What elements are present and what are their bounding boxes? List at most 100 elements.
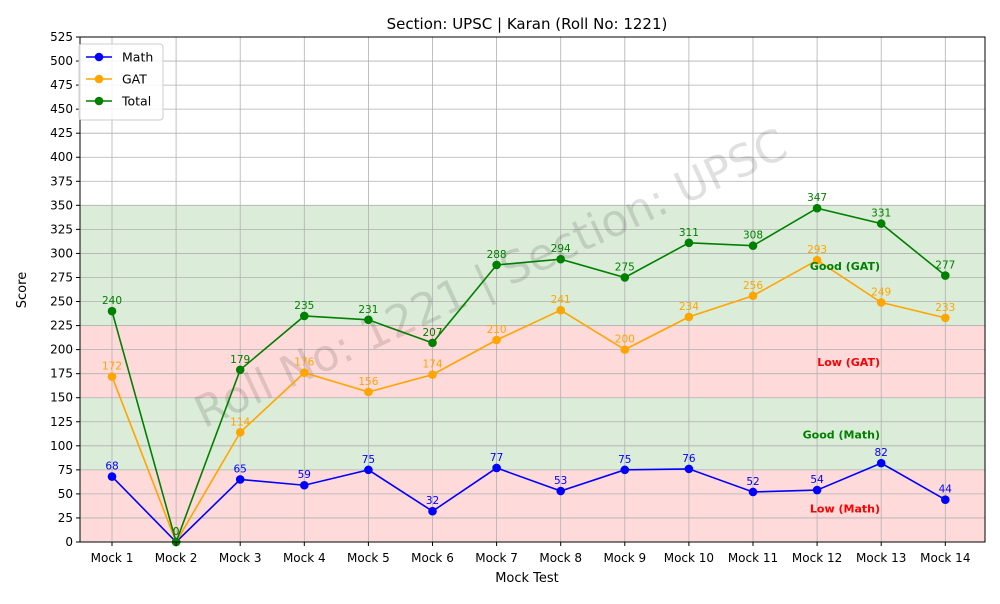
data-label-total: 179 xyxy=(230,354,250,366)
data-label-math: 65 xyxy=(234,463,247,475)
data-point-total xyxy=(556,254,565,264)
series-line-math xyxy=(111,462,946,544)
y-tick-label: 525 xyxy=(50,30,73,44)
y-tick-label: 175 xyxy=(50,367,73,381)
y-tick-label: 450 xyxy=(50,102,73,116)
y-tick-label: 25 xyxy=(58,511,73,525)
legend-label-gat: GAT xyxy=(122,72,147,87)
data-label-gat: 174 xyxy=(422,359,442,371)
data-point-total xyxy=(492,260,501,270)
data-label-gat: 0 xyxy=(173,526,180,538)
data-label-total: 0 xyxy=(173,526,180,538)
data-point-math xyxy=(684,464,694,474)
y-tick-label: 50 xyxy=(58,487,73,501)
data-label-gat: 241 xyxy=(551,294,571,306)
data-point-gat xyxy=(300,368,309,378)
band-label: Low (Math) xyxy=(810,502,880,515)
legend-marker-gat xyxy=(94,74,104,84)
data-point-total xyxy=(300,311,309,321)
data-point-total xyxy=(428,338,437,348)
data-label-gat: 210 xyxy=(487,324,507,336)
data-point-total xyxy=(684,238,694,248)
y-tick-label: 300 xyxy=(50,246,73,260)
band-label: Low (GAT) xyxy=(817,356,880,369)
y-tick-label: 325 xyxy=(50,222,73,236)
x-tick-label: Mock 8 xyxy=(539,551,582,565)
y-tick-label: 375 xyxy=(50,174,73,188)
band-region xyxy=(80,325,985,398)
data-label-math: 75 xyxy=(362,454,375,466)
data-label-math: 77 xyxy=(490,452,503,464)
y-tick-label: 350 xyxy=(50,198,73,212)
x-tick-label: Mock 14 xyxy=(920,551,970,565)
data-label-total: 347 xyxy=(807,192,827,204)
data-label-math: 54 xyxy=(810,474,824,486)
chart-title: Section: UPSC | Karan (Roll No: 1221) xyxy=(387,15,668,33)
data-label-total: 277 xyxy=(935,260,955,272)
data-point-gat xyxy=(941,313,950,323)
data-point-gat xyxy=(684,312,694,322)
x-tick-label: Mock 6 xyxy=(411,551,454,565)
data-point-gat xyxy=(428,370,437,379)
data-label-math: 52 xyxy=(746,476,759,488)
y-tick-label: 100 xyxy=(50,439,73,453)
data-point-total xyxy=(941,271,950,280)
data-label-total: 275 xyxy=(615,261,635,273)
data-point-gat xyxy=(620,345,630,354)
data-point-total xyxy=(235,365,245,375)
data-label-math: 75 xyxy=(618,454,631,466)
data-label-total: 240 xyxy=(102,295,122,307)
x-tick-label: Mock 7 xyxy=(475,551,518,565)
data-point-total xyxy=(748,241,758,251)
legend-marker-math xyxy=(94,52,104,62)
x-tick-label: Mock 11 xyxy=(728,551,778,565)
data-label-gat: 200 xyxy=(615,334,635,346)
data-label-gat: 234 xyxy=(679,301,699,313)
legend-marker-total xyxy=(94,96,104,106)
data-point-gat xyxy=(235,428,245,437)
data-label-total: 294 xyxy=(551,243,571,255)
data-label-gat: 249 xyxy=(871,286,891,298)
data-point-gat xyxy=(812,255,822,265)
legend-label-math: Math xyxy=(122,50,153,65)
data-label-gat: 172 xyxy=(102,361,122,373)
data-label-total: 231 xyxy=(358,304,378,316)
data-point-math xyxy=(556,486,565,496)
data-point-math xyxy=(620,465,630,475)
data-label-math: 59 xyxy=(298,469,311,481)
y-tick-label: 475 xyxy=(50,78,73,92)
data-point-total xyxy=(876,219,886,228)
data-label-total: 288 xyxy=(487,249,507,261)
data-point-gat xyxy=(748,291,758,301)
x-tick-label: Mock 2 xyxy=(155,551,198,565)
y-tick-label: 75 xyxy=(58,463,73,477)
data-label-gat: 176 xyxy=(294,357,314,369)
band-region xyxy=(80,469,985,542)
data-point-total xyxy=(364,315,373,325)
band-region xyxy=(80,397,985,470)
x-tick-label: Mock 12 xyxy=(792,551,842,565)
data-point-math xyxy=(364,465,373,475)
series-line-gat xyxy=(111,259,946,544)
band-label: Good (GAT) xyxy=(810,260,880,273)
data-point-total xyxy=(620,273,630,282)
y-tick-label: 400 xyxy=(50,150,73,164)
band-label: Good (Math) xyxy=(803,428,880,441)
legend-label-total: Total xyxy=(121,94,151,109)
data-point-math xyxy=(107,472,117,481)
y-tick-label: 200 xyxy=(50,343,73,357)
x-tick-label: Mock 13 xyxy=(856,551,906,565)
plot-frame xyxy=(79,36,986,543)
series-line-total xyxy=(111,207,946,545)
x-tick-label: Mock 10 xyxy=(664,551,714,565)
data-label-total: 235 xyxy=(294,300,314,312)
data-label-gat: 156 xyxy=(358,376,378,388)
data-point-total xyxy=(812,203,822,213)
y-tick-label: 500 xyxy=(50,54,73,68)
data-point-math xyxy=(876,458,886,468)
y-tick-label: 275 xyxy=(50,270,73,284)
x-tick-label: Mock 4 xyxy=(283,551,326,565)
data-label-gat: 256 xyxy=(743,280,763,292)
data-label-gat: 233 xyxy=(935,302,955,314)
